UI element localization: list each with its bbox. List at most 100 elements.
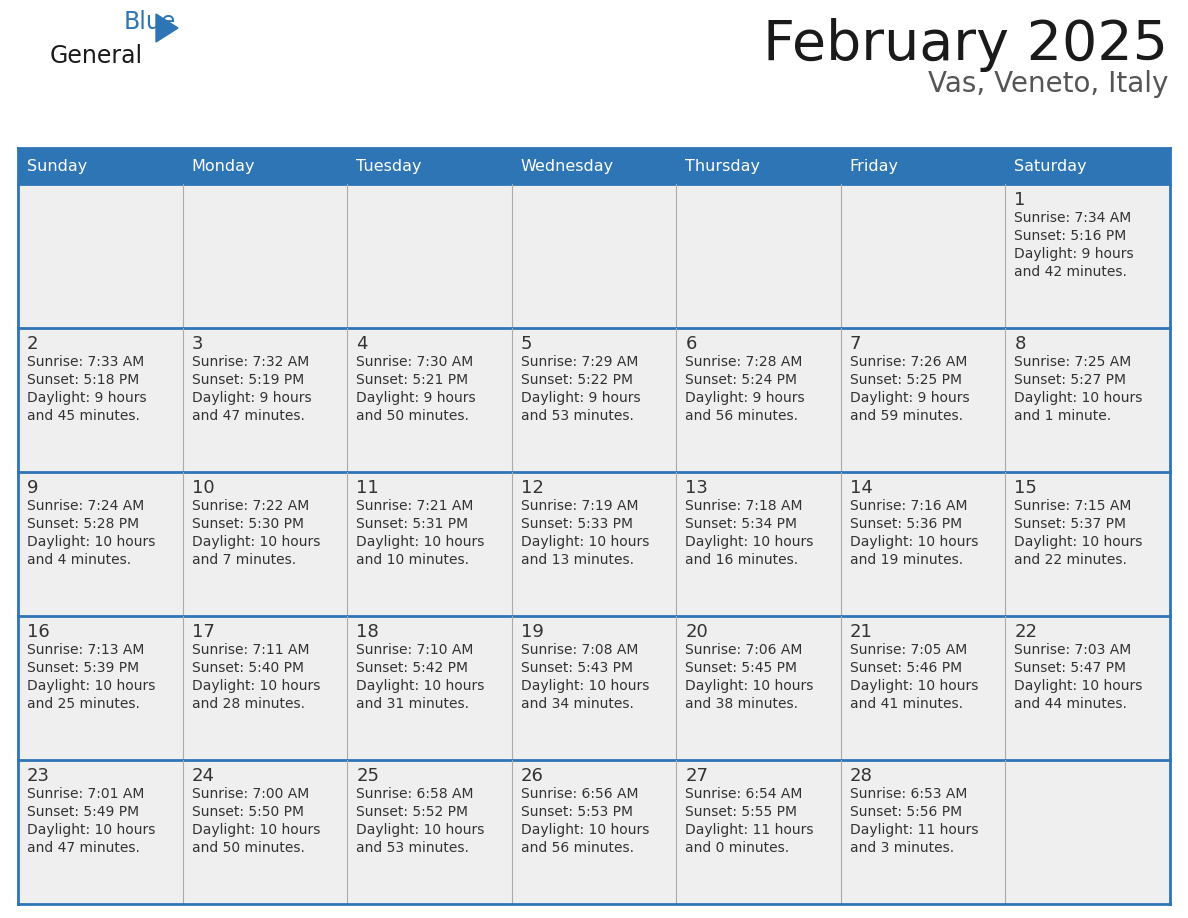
Text: 5: 5 bbox=[520, 335, 532, 353]
Bar bbox=[183, 472, 347, 616]
Text: Sunset: 5:31 PM: Sunset: 5:31 PM bbox=[356, 517, 468, 531]
Text: Sunrise: 7:13 AM: Sunrise: 7:13 AM bbox=[27, 643, 145, 657]
Text: 12: 12 bbox=[520, 479, 544, 497]
Bar bbox=[512, 616, 676, 760]
Text: Blue: Blue bbox=[124, 10, 176, 34]
Text: Friday: Friday bbox=[849, 159, 899, 174]
Bar bbox=[183, 184, 347, 328]
Text: 7: 7 bbox=[849, 335, 861, 353]
Text: and 0 minutes.: and 0 minutes. bbox=[685, 841, 789, 855]
Text: and 19 minutes.: and 19 minutes. bbox=[849, 553, 963, 567]
Text: and 50 minutes.: and 50 minutes. bbox=[356, 409, 469, 423]
Text: 20: 20 bbox=[685, 623, 708, 641]
Text: Sunrise: 7:25 AM: Sunrise: 7:25 AM bbox=[1015, 355, 1132, 369]
Bar bbox=[676, 472, 841, 616]
Text: 8: 8 bbox=[1015, 335, 1025, 353]
Text: Sunset: 5:52 PM: Sunset: 5:52 PM bbox=[356, 805, 468, 819]
Text: and 4 minutes.: and 4 minutes. bbox=[27, 553, 131, 567]
Text: 26: 26 bbox=[520, 767, 544, 785]
Text: 14: 14 bbox=[849, 479, 873, 497]
Text: and 42 minutes.: and 42 minutes. bbox=[1015, 265, 1127, 279]
Text: Tuesday: Tuesday bbox=[356, 159, 422, 174]
Text: and 44 minutes.: and 44 minutes. bbox=[1015, 697, 1127, 711]
Bar bbox=[18, 184, 183, 328]
Text: and 56 minutes.: and 56 minutes. bbox=[685, 409, 798, 423]
Text: 3: 3 bbox=[191, 335, 203, 353]
Text: 13: 13 bbox=[685, 479, 708, 497]
Text: and 56 minutes.: and 56 minutes. bbox=[520, 841, 633, 855]
Text: Sunrise: 7:15 AM: Sunrise: 7:15 AM bbox=[1015, 499, 1132, 513]
Text: Daylight: 10 hours: Daylight: 10 hours bbox=[849, 679, 978, 693]
Bar bbox=[183, 328, 347, 472]
Bar bbox=[841, 328, 1005, 472]
Text: Sunset: 5:22 PM: Sunset: 5:22 PM bbox=[520, 373, 633, 387]
Text: Sunset: 5:25 PM: Sunset: 5:25 PM bbox=[849, 373, 962, 387]
Text: and 16 minutes.: and 16 minutes. bbox=[685, 553, 798, 567]
Text: and 1 minute.: and 1 minute. bbox=[1015, 409, 1112, 423]
Text: and 50 minutes.: and 50 minutes. bbox=[191, 841, 304, 855]
Text: Sunset: 5:21 PM: Sunset: 5:21 PM bbox=[356, 373, 468, 387]
Text: 9: 9 bbox=[27, 479, 38, 497]
Text: Sunrise: 6:56 AM: Sunrise: 6:56 AM bbox=[520, 787, 638, 801]
Text: Sunday: Sunday bbox=[27, 159, 87, 174]
Bar bbox=[676, 184, 841, 328]
Text: Sunset: 5:39 PM: Sunset: 5:39 PM bbox=[27, 661, 139, 675]
Text: Sunrise: 7:32 AM: Sunrise: 7:32 AM bbox=[191, 355, 309, 369]
Text: and 47 minutes.: and 47 minutes. bbox=[27, 841, 140, 855]
Text: Sunset: 5:47 PM: Sunset: 5:47 PM bbox=[1015, 661, 1126, 675]
Text: Sunrise: 6:53 AM: Sunrise: 6:53 AM bbox=[849, 787, 967, 801]
Text: 23: 23 bbox=[27, 767, 50, 785]
Text: Sunset: 5:19 PM: Sunset: 5:19 PM bbox=[191, 373, 304, 387]
Text: Daylight: 9 hours: Daylight: 9 hours bbox=[520, 391, 640, 405]
Bar bbox=[676, 760, 841, 904]
Bar bbox=[18, 616, 183, 760]
Bar bbox=[676, 616, 841, 760]
Text: Sunrise: 7:10 AM: Sunrise: 7:10 AM bbox=[356, 643, 474, 657]
Text: Sunset: 5:30 PM: Sunset: 5:30 PM bbox=[191, 517, 304, 531]
Text: General: General bbox=[50, 44, 143, 68]
Text: and 59 minutes.: and 59 minutes. bbox=[849, 409, 962, 423]
Text: 16: 16 bbox=[27, 623, 50, 641]
Polygon shape bbox=[156, 14, 178, 42]
Text: Sunset: 5:53 PM: Sunset: 5:53 PM bbox=[520, 805, 633, 819]
Text: and 45 minutes.: and 45 minutes. bbox=[27, 409, 140, 423]
Text: Sunrise: 7:21 AM: Sunrise: 7:21 AM bbox=[356, 499, 474, 513]
Bar bbox=[1005, 328, 1170, 472]
Text: Sunset: 5:49 PM: Sunset: 5:49 PM bbox=[27, 805, 139, 819]
Text: Daylight: 10 hours: Daylight: 10 hours bbox=[27, 535, 156, 549]
Text: Sunset: 5:40 PM: Sunset: 5:40 PM bbox=[191, 661, 304, 675]
Text: and 25 minutes.: and 25 minutes. bbox=[27, 697, 140, 711]
Text: Sunset: 5:55 PM: Sunset: 5:55 PM bbox=[685, 805, 797, 819]
Bar bbox=[18, 760, 183, 904]
Text: February 2025: February 2025 bbox=[763, 18, 1168, 72]
Text: Sunrise: 7:18 AM: Sunrise: 7:18 AM bbox=[685, 499, 803, 513]
Text: and 13 minutes.: and 13 minutes. bbox=[520, 553, 633, 567]
Text: and 34 minutes.: and 34 minutes. bbox=[520, 697, 633, 711]
Text: Daylight: 10 hours: Daylight: 10 hours bbox=[27, 679, 156, 693]
Text: 21: 21 bbox=[849, 623, 873, 641]
Text: Sunset: 5:24 PM: Sunset: 5:24 PM bbox=[685, 373, 797, 387]
Text: Sunrise: 7:22 AM: Sunrise: 7:22 AM bbox=[191, 499, 309, 513]
Bar bbox=[512, 184, 676, 328]
Text: 11: 11 bbox=[356, 479, 379, 497]
Text: 18: 18 bbox=[356, 623, 379, 641]
Text: Sunset: 5:42 PM: Sunset: 5:42 PM bbox=[356, 661, 468, 675]
Text: Sunset: 5:28 PM: Sunset: 5:28 PM bbox=[27, 517, 139, 531]
Bar bbox=[841, 616, 1005, 760]
Text: Daylight: 10 hours: Daylight: 10 hours bbox=[27, 823, 156, 837]
Bar bbox=[676, 328, 841, 472]
Text: Sunrise: 7:05 AM: Sunrise: 7:05 AM bbox=[849, 643, 967, 657]
Text: and 22 minutes.: and 22 minutes. bbox=[1015, 553, 1127, 567]
Text: Sunrise: 7:00 AM: Sunrise: 7:00 AM bbox=[191, 787, 309, 801]
Text: Sunset: 5:45 PM: Sunset: 5:45 PM bbox=[685, 661, 797, 675]
Text: Sunset: 5:27 PM: Sunset: 5:27 PM bbox=[1015, 373, 1126, 387]
Text: and 31 minutes.: and 31 minutes. bbox=[356, 697, 469, 711]
Text: Daylight: 10 hours: Daylight: 10 hours bbox=[356, 679, 485, 693]
Text: Sunset: 5:37 PM: Sunset: 5:37 PM bbox=[1015, 517, 1126, 531]
Text: Daylight: 10 hours: Daylight: 10 hours bbox=[356, 823, 485, 837]
Text: Daylight: 10 hours: Daylight: 10 hours bbox=[191, 823, 320, 837]
Text: 2: 2 bbox=[27, 335, 38, 353]
Bar bbox=[347, 184, 512, 328]
Bar bbox=[841, 760, 1005, 904]
Text: Sunrise: 7:29 AM: Sunrise: 7:29 AM bbox=[520, 355, 638, 369]
